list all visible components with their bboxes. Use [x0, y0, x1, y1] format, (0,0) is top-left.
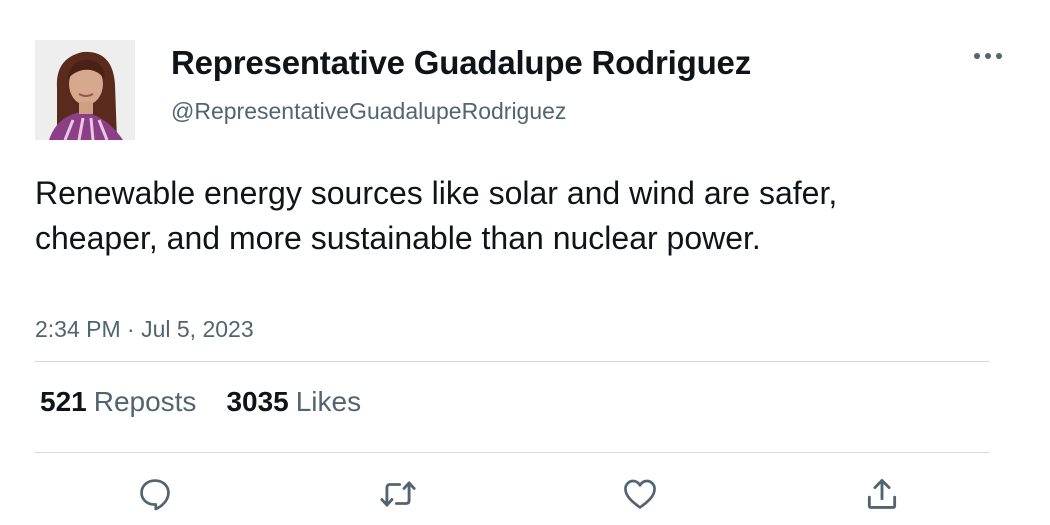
- reposts-label: Reposts: [93, 386, 197, 417]
- divider-top: [35, 361, 989, 362]
- profile-photo-icon: [35, 40, 135, 140]
- share-button[interactable]: [862, 474, 902, 514]
- like-button[interactable]: [620, 474, 660, 514]
- avatar[interactable]: [35, 40, 135, 140]
- repost-button[interactable]: [378, 474, 418, 514]
- reposts-stat[interactable]: 521 Reposts: [40, 386, 196, 418]
- author-display-name[interactable]: Representative Guadalupe Rodriguez: [171, 44, 751, 81]
- ellipsis-icon: [974, 53, 1002, 59]
- divider-bottom: [35, 452, 989, 453]
- more-options-button[interactable]: [968, 40, 1008, 72]
- reply-button[interactable]: [135, 474, 175, 514]
- share-upload-icon: [867, 479, 897, 509]
- likes-label: Likes: [295, 386, 362, 417]
- tweet-timestamp[interactable]: 2:34 PM · Jul 5, 2023: [35, 316, 254, 342]
- tweet-text: Renewable energy sources like solar and …: [35, 175, 838, 256]
- heart-icon: [624, 479, 656, 509]
- speech-bubble-icon: [140, 479, 170, 511]
- likes-stat[interactable]: 3035 Likes: [226, 386, 361, 418]
- reposts-count: 521: [40, 386, 87, 417]
- engagement-stats: 521 Reposts 3035 Likes: [40, 386, 361, 418]
- likes-count: 3035: [226, 386, 289, 417]
- author-handle[interactable]: @RepresentativeGuadalupeRodriguez: [171, 98, 567, 124]
- repost-arrows-icon: [380, 481, 416, 507]
